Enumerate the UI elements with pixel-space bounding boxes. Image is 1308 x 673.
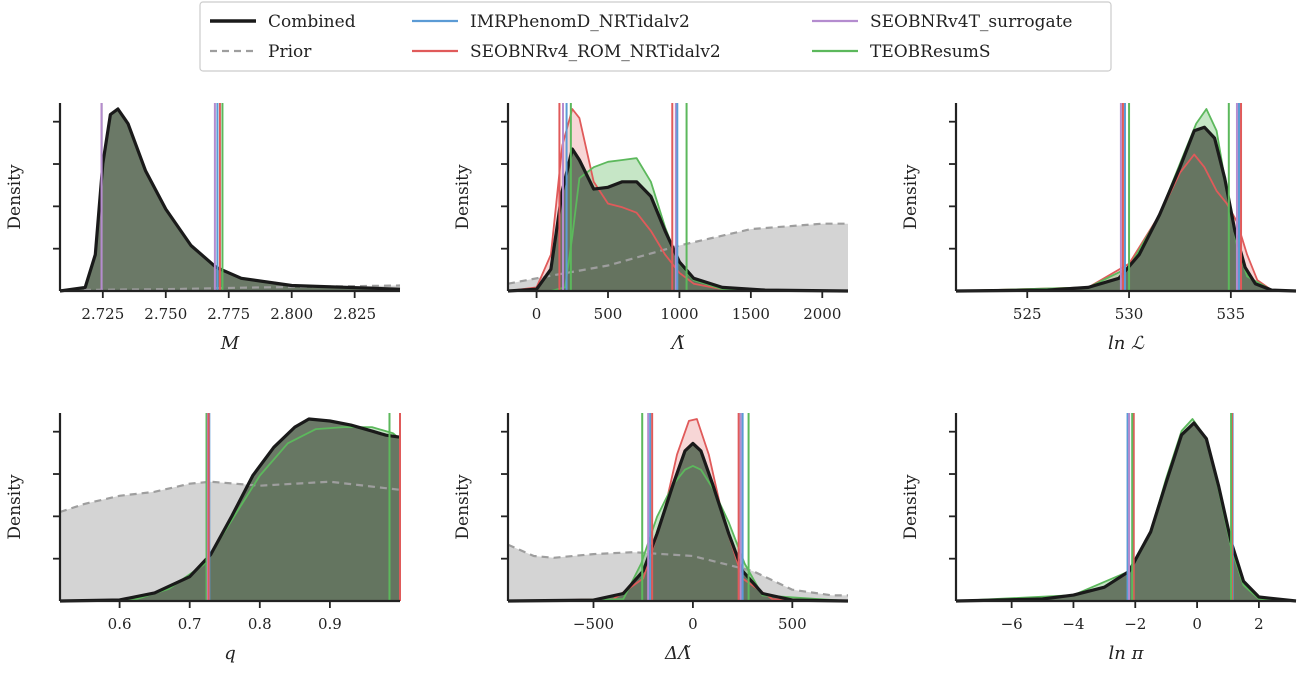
x-tick-label: 525	[1013, 305, 1042, 323]
panel: −6 −4 −2 0 2 ln π Density	[901, 413, 1297, 664]
y-axis-label: Density	[453, 164, 473, 230]
y-axis-label: Density	[901, 164, 921, 230]
x-tick-label: 2.825	[333, 305, 376, 323]
density-line	[507, 418, 849, 602]
legend-entry: SEOBNRv4T_surrogate	[812, 12, 1073, 32]
x-tick-label: −6	[1001, 615, 1023, 633]
x-tick-label: 2.800	[270, 305, 313, 323]
x-tick-label: −500	[573, 615, 614, 633]
legend-entry: Prior	[210, 42, 312, 62]
x-tick-label: 0.7	[178, 615, 202, 633]
x-tick-label: 0	[532, 305, 542, 323]
legend: Combined Prior IMRPhenomD_NRTidalv2 SEOBNRv…	[199, 1, 1112, 72]
x-tick-label: −4	[1062, 615, 1084, 633]
density-line	[955, 421, 1297, 603]
y-axis-label: Density	[5, 164, 25, 230]
x-tick-label: 535	[1217, 305, 1246, 323]
panel: 0 500 1000 1500 2000 Λ̃ Density	[453, 103, 849, 354]
panel: 525 530 535 ln ℒ Density	[901, 103, 1297, 354]
density-line	[507, 543, 848, 597]
panel: 2.725 2.750 2.775 2.800 2.825 M Density	[5, 103, 401, 354]
x-axis-label: q	[224, 643, 236, 664]
density-line	[59, 417, 401, 603]
x-axis-label: ln ℒ	[1108, 333, 1145, 354]
x-tick-label: 2.725	[81, 305, 124, 323]
panel: −500 0 500 ΔΛ̃ Density	[453, 413, 849, 664]
legend-label: Combined	[268, 12, 356, 32]
density-line	[507, 222, 848, 285]
x-tick-label: 2.775	[207, 305, 250, 323]
x-axis-label: ln π	[1109, 643, 1145, 664]
x-tick-label: 1000	[660, 305, 698, 323]
density-line	[507, 441, 849, 603]
x-axis-label: Λ̃	[670, 333, 685, 354]
x-axis-label: ΔΛ̃	[664, 643, 691, 664]
x-tick-label: 0.9	[318, 615, 342, 633]
y-axis-label: Density	[5, 474, 25, 540]
density-line	[955, 153, 1297, 292]
density-area	[956, 423, 1296, 601]
legend-entry: IMRPhenomD_NRTidalv2	[412, 12, 690, 32]
density-area	[60, 419, 400, 601]
x-tick-label: 0	[688, 615, 698, 633]
density-line	[59, 107, 401, 293]
x-tick-label: −2	[1124, 615, 1146, 633]
legend-entry: TEOBResumS	[812, 42, 990, 62]
density-line	[59, 284, 401, 292]
density-area	[60, 109, 400, 291]
panel: 0.6 0.7 0.8 0.9 q Density	[5, 413, 401, 664]
legend-label: SEOBNRv4_ROM_NRTidalv2	[470, 42, 721, 62]
density-area	[508, 443, 848, 601]
x-tick-label: 0.6	[108, 615, 132, 633]
density-area	[508, 149, 848, 291]
legend-entry: Combined	[210, 12, 356, 32]
x-tick-label: 0	[1192, 615, 1202, 633]
x-tick-label: 2	[1254, 615, 1264, 633]
x-tick-label: 500	[594, 305, 623, 323]
density-line	[507, 465, 849, 602]
y-axis-label: Density	[453, 474, 473, 540]
x-tick-label: 530	[1115, 305, 1144, 323]
x-axis-label: M	[220, 333, 240, 354]
legend-entry: SEOBNRv4_ROM_NRTidalv2	[412, 42, 721, 62]
legend-label: IMRPhenomD_NRTidalv2	[470, 12, 690, 32]
x-tick-label: 1500	[732, 305, 770, 323]
x-tick-label: 0.8	[248, 615, 272, 633]
legend-label: Prior	[268, 42, 312, 62]
legend-label: SEOBNRv4T_surrogate	[870, 12, 1073, 32]
legend-label: TEOBResumS	[870, 42, 990, 62]
density-area	[956, 127, 1296, 291]
density-line	[59, 480, 401, 514]
density-line	[955, 125, 1297, 293]
x-tick-label: 2.750	[144, 305, 187, 323]
legend-frame	[199, 1, 1112, 72]
x-tick-label: 500	[778, 615, 807, 633]
y-axis-label: Density	[901, 474, 921, 540]
x-tick-label: 2000	[803, 305, 841, 323]
